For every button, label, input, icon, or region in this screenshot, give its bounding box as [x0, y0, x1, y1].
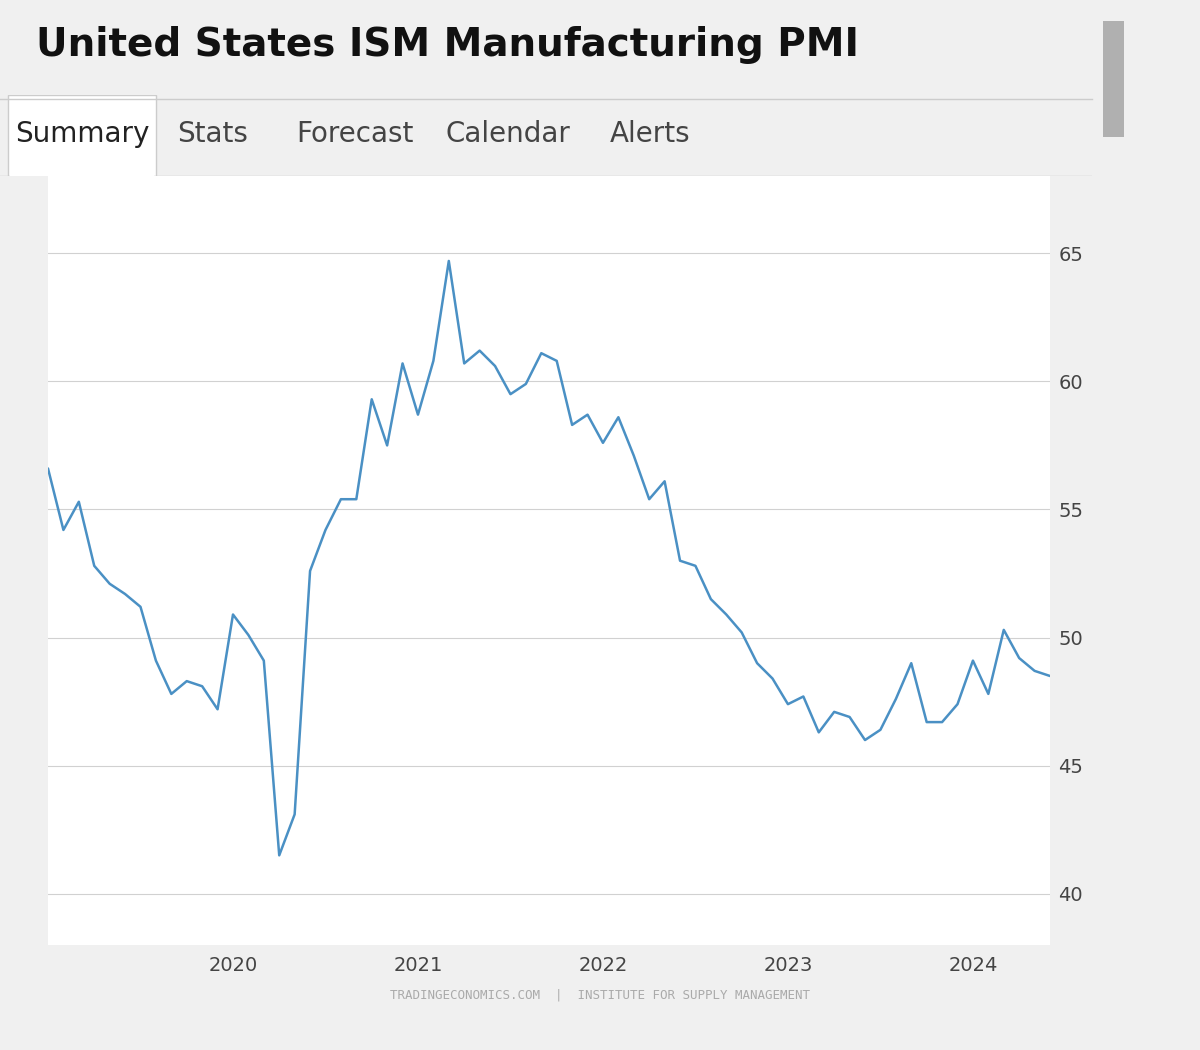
FancyBboxPatch shape: [1103, 21, 1123, 136]
FancyBboxPatch shape: [7, 96, 156, 175]
Text: Calendar: Calendar: [445, 120, 570, 148]
Text: Stats: Stats: [178, 120, 248, 148]
Text: Summary: Summary: [14, 120, 149, 148]
Text: United States ISM Manufacturing PMI: United States ISM Manufacturing PMI: [36, 26, 859, 64]
Text: TRADINGECONOMICS.COM  |  INSTITUTE FOR SUPPLY MANAGEMENT: TRADINGECONOMICS.COM | INSTITUTE FOR SUP…: [390, 989, 810, 1002]
Text: Forecast: Forecast: [296, 120, 414, 148]
Text: Alerts: Alerts: [610, 120, 690, 148]
FancyBboxPatch shape: [10, 171, 154, 181]
